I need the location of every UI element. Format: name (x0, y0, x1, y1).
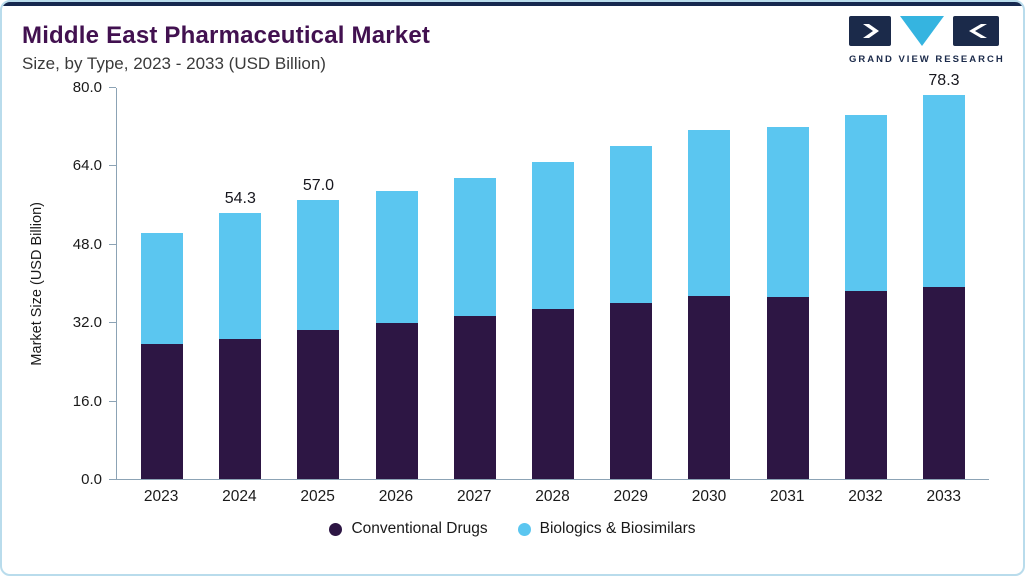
brand-name: GRAND VIEW RESEARCH (849, 54, 1005, 65)
x-tick-label: 2027 (456, 488, 492, 505)
x-axis: 2023 2024 2025 2026 2027 2028 2029 2030 2031 2032… (116, 488, 989, 506)
bar-segment-biologics (688, 130, 731, 296)
x-tick-label: 2033 (926, 488, 962, 505)
bar-segment-conventional (844, 290, 887, 479)
bar-segment-conventional (610, 302, 653, 479)
stacked-bar-2026 (375, 191, 418, 479)
stacked-bar-2032 (844, 114, 887, 479)
bar-total-label: 54.3 (224, 189, 256, 207)
x-tick-label: 2028 (535, 488, 570, 505)
bar-segment-biologics (922, 95, 965, 287)
bar-total-label: 78.3 (928, 72, 960, 90)
bar-segment-biologics (141, 233, 184, 345)
y-tick-mark (109, 87, 116, 88)
x-tick-label: 2026 (378, 488, 414, 505)
bar-slot-2024: 54.3 (201, 88, 279, 479)
brand-logo-icon (849, 16, 999, 46)
y-tick-label: 32.0 (72, 314, 102, 332)
bar-segment-biologics (844, 114, 887, 291)
bar-slot-2033: 78.3 (905, 72, 983, 479)
x-tick-label: 2024 (222, 488, 257, 505)
y-tick-label: 0.0 (81, 471, 102, 488)
bar-segment-conventional (219, 339, 262, 479)
chart-legend: Conventional Drugs Biologics & Biosimilar… (2, 520, 1023, 538)
y-axis: 0.0 16.0 32.0 48.0 64.0 80.0 (56, 79, 116, 488)
y-axis-title: Market Size (USD Billion) (29, 202, 45, 366)
bar-segment-biologics (297, 199, 340, 331)
stacked-bar-2024 (219, 212, 262, 479)
bar-segment-conventional (375, 323, 418, 479)
stacked-bar-2029 (610, 145, 653, 479)
y-tick-mark (109, 165, 116, 167)
y-tick-label: 80.0 (72, 79, 102, 96)
bar-segment-biologics (453, 177, 496, 317)
bar-segment-biologics (219, 212, 262, 340)
bar-segment-conventional (532, 309, 575, 479)
bar-segment-biologics (375, 191, 418, 324)
x-tick-label: 2032 (848, 488, 883, 505)
bar-slot-2023 (123, 88, 201, 479)
stacked-bar-2025 (297, 199, 340, 479)
bar-segment-biologics (766, 127, 809, 297)
y-tick-mark (109, 479, 116, 480)
stacked-bar-2031 (766, 127, 809, 479)
y-tick-mark (109, 243, 116, 245)
plot-area: 54.3 57.0 78.3 (116, 72, 989, 480)
bar-segment-biologics (610, 145, 653, 303)
stacked-bar-2030 (688, 130, 731, 479)
top-accent-stripe (2, 2, 1023, 6)
y-tick-label: 16.0 (72, 392, 102, 410)
bar-slot-2027 (436, 88, 514, 479)
stacked-bar-2027 (453, 177, 496, 479)
bar-segment-conventional (766, 296, 809, 479)
page-title: Middle East Pharmaceutical Market (22, 22, 431, 49)
legend-item: Conventional Drugs (329, 520, 488, 538)
x-tick-label: 2030 (691, 488, 727, 505)
bar-segment-biologics (532, 161, 575, 310)
bar-segment-conventional (688, 295, 731, 479)
legend-swatch (517, 522, 531, 536)
x-tick-label: 2025 (300, 488, 335, 505)
chart-subtitle: Size, by Type, 2023 - 2033 (USD Billion) (22, 54, 326, 73)
bar-segment-conventional (922, 286, 965, 479)
y-tick-mark (109, 400, 116, 402)
y-tick-mark (109, 322, 116, 324)
brand-logo: GRAND VIEW RESEARCH (849, 16, 1005, 65)
bar-slot-2026 (358, 88, 436, 479)
bar-slot-2029 (592, 88, 670, 479)
x-tick-label: 2029 (613, 488, 648, 505)
stacked-bar-2028 (532, 161, 575, 479)
chart-plot-region: Market Size (USD Billion) 0.0 16.0 32.0 48.… (18, 72, 989, 506)
legend-label: Biologics & Biosimilars (539, 520, 696, 537)
bar-segment-conventional (453, 316, 496, 479)
legend-label: Conventional Drugs (351, 520, 488, 537)
stacked-bar-2023 (141, 233, 184, 479)
bar-slot-2025: 57.0 (279, 88, 357, 479)
y-tick-label: 48.0 (72, 235, 102, 253)
bar-slot-2031 (749, 88, 827, 479)
y-tick-label: 64.0 (72, 157, 102, 175)
bar-segment-conventional (141, 344, 184, 479)
bar-segment-conventional (297, 330, 340, 479)
bar-slot-2030 (670, 88, 748, 479)
x-tick-label: 2031 (770, 488, 805, 505)
bar-slot-2028 (514, 88, 592, 479)
bar-slot-2032 (827, 88, 905, 479)
chart-header: Middle East Pharmaceutical Market Size, … (2, 6, 1023, 74)
stacked-bar-2033 (922, 95, 965, 479)
bar-total-label: 57.0 (302, 176, 335, 194)
legend-swatch (329, 522, 343, 536)
legend-item: Biologics & Biosimilars (517, 520, 696, 538)
x-tick-label: 2023 (143, 488, 179, 505)
